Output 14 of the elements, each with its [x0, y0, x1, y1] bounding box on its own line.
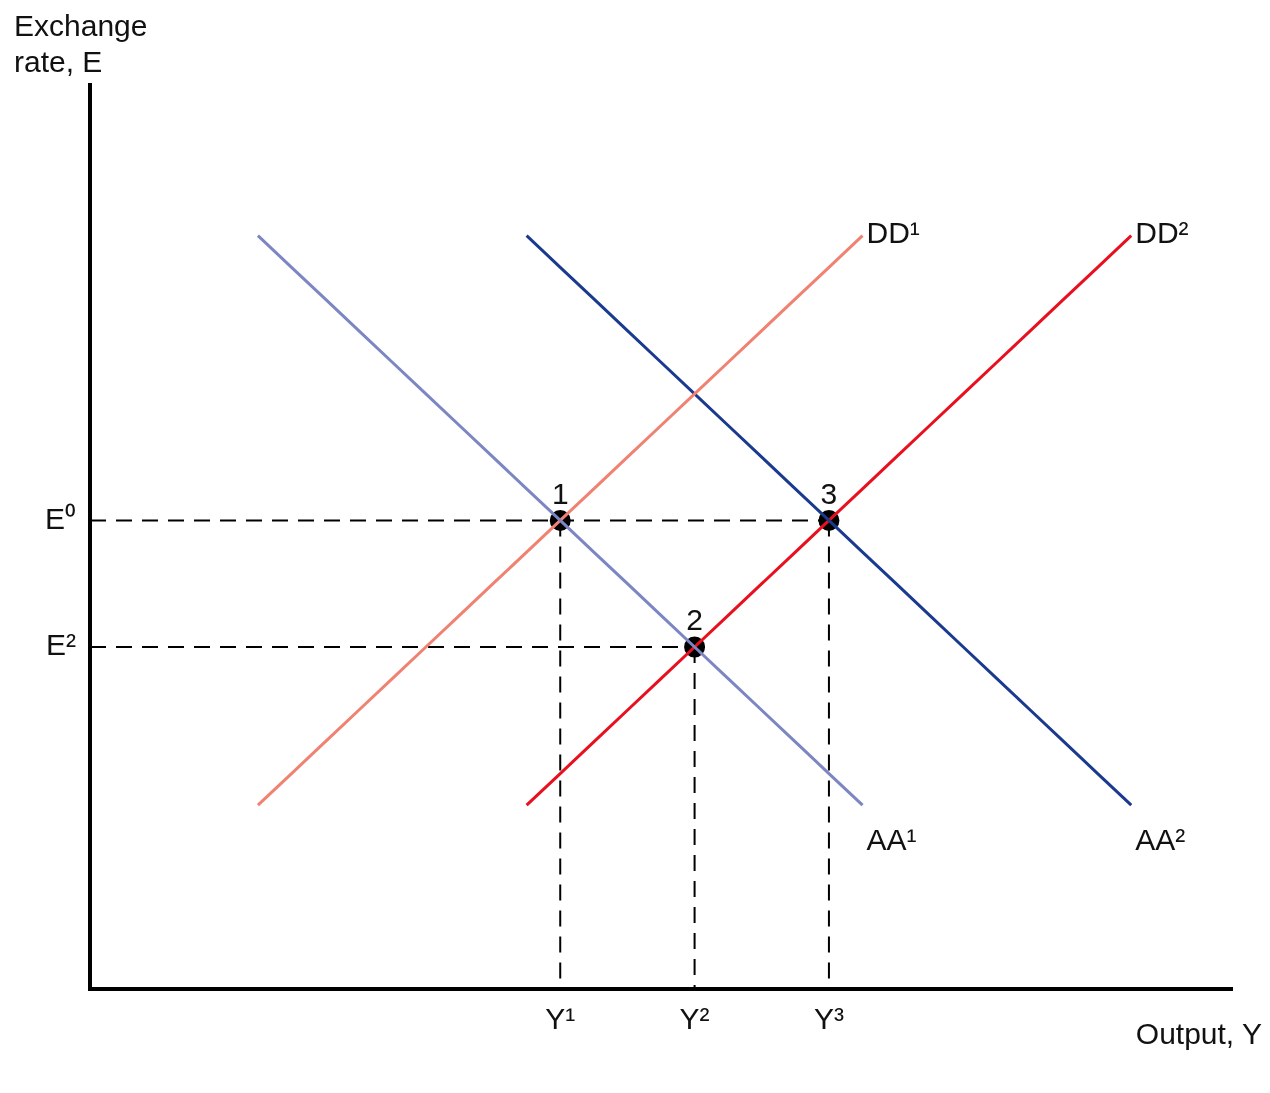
series-label: AA¹	[866, 823, 917, 857]
series-label: AA²	[1135, 823, 1186, 857]
series-label: E²	[46, 628, 77, 662]
series-label: E⁰	[44, 501, 76, 535]
series-label: DD²	[1135, 215, 1189, 249]
x-tick-label: Y³	[813, 1002, 844, 1036]
annotation: 3	[820, 476, 838, 510]
x-axis-title: Output, Y	[1135, 1017, 1262, 1051]
x-tick-label: Y¹	[545, 1002, 576, 1036]
text: Exchange rate, E	[14, 9, 148, 79]
series-label: DD¹	[866, 215, 920, 249]
x-tick-label: Y²	[679, 1002, 710, 1036]
annotation: 1	[551, 476, 569, 510]
annotation: 2	[686, 603, 703, 637]
